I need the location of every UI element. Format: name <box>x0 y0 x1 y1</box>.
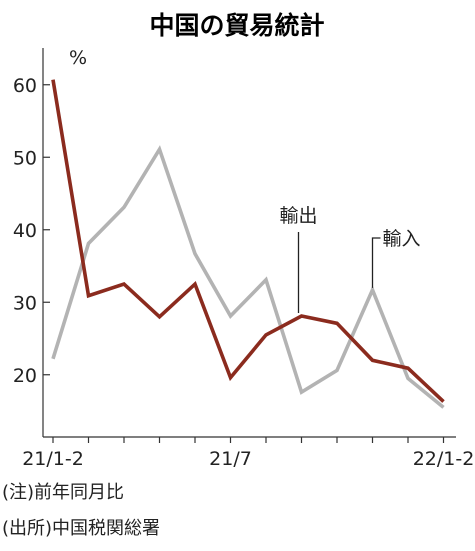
x-tick-label: 22/1-2 <box>413 448 475 470</box>
footnote-note: (注)前年同月比 <box>2 482 124 503</box>
series-label-import: 輸入 <box>383 228 421 250</box>
import-leader <box>371 237 381 288</box>
series-layer <box>51 79 445 409</box>
y-tick-label: 40 <box>13 220 37 242</box>
y-tick-label: 30 <box>13 292 37 314</box>
x-axis: 21/1-2 21/7 22/1-2 <box>22 436 475 470</box>
y-axis-unit: % <box>69 47 87 69</box>
x-tick-label: 21/7 <box>209 448 252 470</box>
series-line-0 <box>51 79 445 403</box>
y-tick-label: 50 <box>13 147 37 169</box>
series-label-export: 輸出 <box>279 205 317 227</box>
y-axis: 20 30 40 50 60 <box>13 48 50 437</box>
chart-title: 中国の貿易統計 <box>149 11 324 40</box>
x-tick-label: 21/1-2 <box>22 448 84 470</box>
footnote-source: (出所)中国税関総署 <box>2 518 160 539</box>
series-line-1 <box>51 145 445 409</box>
y-tick-label: 20 <box>13 365 37 387</box>
y-tick-label: 60 <box>13 75 37 97</box>
